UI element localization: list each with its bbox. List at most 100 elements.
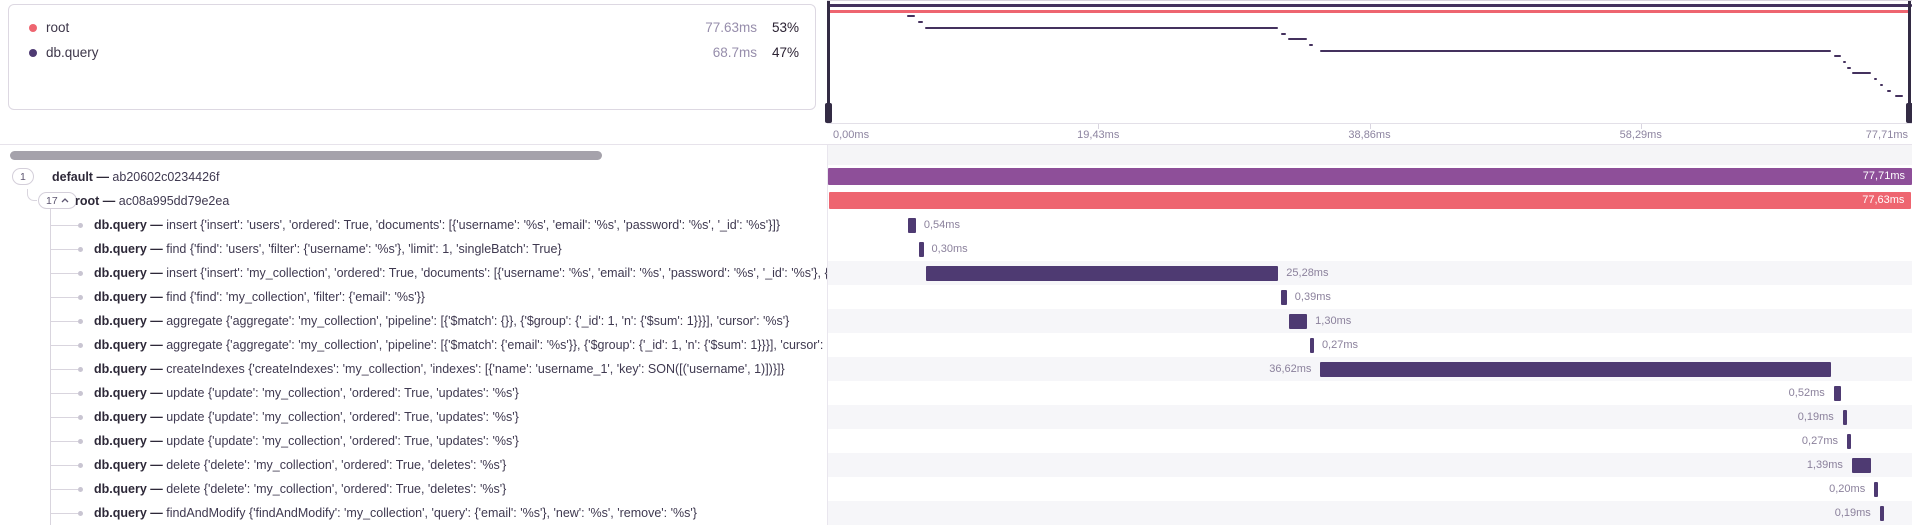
duration-label: 1,30ms: [1315, 315, 1352, 327]
table-row[interactable]: 1 default — ab20602c0234426f 77,71ms: [0, 165, 1912, 189]
table-row[interactable]: db.query — update {'update': 'my_collect…: [0, 429, 1912, 453]
scroll-strip-right: [827, 145, 1912, 165]
span-detail: findAndModify {'findAndModify': 'my_coll…: [166, 506, 697, 520]
span-duration-bar[interactable]: 77,71ms: [828, 168, 1912, 185]
span-detail: delete {'delete': 'my_collection', 'orde…: [166, 458, 507, 472]
span-detail: delete {'delete': 'my_collection', 'orde…: [166, 482, 507, 496]
table-row[interactable]: db.query — createIndexes {'createIndexes…: [0, 357, 1912, 381]
table-row[interactable]: 17 root — ac08a995dd79e2ea 77,63ms: [0, 189, 1912, 213]
span-duration-bar[interactable]: [908, 217, 916, 233]
span-description: db.query — delete {'delete': 'my_collect…: [94, 453, 506, 477]
tree-connector: [50, 489, 78, 490]
table-row[interactable]: db.query — find {'find': 'my_collection'…: [0, 285, 1912, 309]
span-duration-bar[interactable]: [919, 241, 924, 257]
tree-connector: [50, 273, 78, 274]
span-detail: update {'update': 'my_collection', 'orde…: [166, 434, 519, 448]
span-bar-cell: 77,63ms: [827, 189, 1912, 213]
span-description: db.query — findAndModify {'findAndModify…: [94, 501, 697, 525]
minimap-span-line: [1842, 61, 1846, 63]
collapse-toggle[interactable]: 17: [38, 192, 77, 209]
row-badge[interactable]: 1: [12, 168, 34, 185]
minimap-span-line: [1846, 66, 1851, 69]
tree-connector: [27, 189, 37, 201]
table-row[interactable]: db.query — update {'update': 'my_collect…: [0, 405, 1912, 429]
span-dot-icon: [78, 270, 83, 276]
table-row[interactable]: db.query — aggregate {'aggregate': 'my_c…: [0, 309, 1912, 333]
span-duration-bar[interactable]: [1281, 289, 1287, 305]
span-duration-bar[interactable]: [1309, 337, 1314, 353]
span-description: db.query — aggregate {'aggregate': 'my_c…: [94, 333, 827, 357]
minimap-span-line: [918, 21, 923, 24]
legend-item-db-query[interactable]: db.query 68.7ms 47%: [29, 40, 799, 65]
span-duration-bar[interactable]: [1874, 481, 1879, 497]
span-tree-cell: db.query — aggregate {'aggregate': 'my_c…: [0, 309, 827, 333]
span-description: default — ab20602c0234426f: [52, 165, 219, 189]
span-description: db.query — update {'update': 'my_collect…: [94, 381, 519, 405]
table-row[interactable]: db.query — findAndModify {'findAndModify…: [0, 501, 1912, 525]
minimap-span-line: [1879, 83, 1883, 86]
table-row[interactable]: db.query — delete {'delete': 'my_collect…: [0, 477, 1912, 501]
axis-tick: [1098, 124, 1100, 129]
span-detail: find {'find': 'users', 'filter': {'usern…: [166, 242, 562, 256]
minimap-span-line: [1319, 49, 1832, 52]
span-bar-cell: 0,54ms: [827, 213, 1912, 237]
span-duration-bar[interactable]: [1851, 457, 1872, 473]
span-duration-bar[interactable]: [1320, 361, 1832, 377]
span-dot-icon: [78, 294, 83, 300]
table-row[interactable]: db.query — delete {'delete': 'my_collect…: [0, 453, 1912, 477]
minimap-right-handle[interactable]: [1906, 1, 1912, 123]
span-dot-icon: [78, 510, 83, 516]
span-description: db.query — update {'update': 'my_collect…: [94, 429, 519, 453]
span-tree-cell: db.query — update {'update': 'my_collect…: [0, 429, 827, 453]
tree-connector: [50, 225, 78, 226]
span-name: db.query —: [94, 242, 167, 256]
span-name: db.query —: [94, 386, 167, 400]
span-duration-bar[interactable]: [1842, 409, 1847, 425]
span-description: db.query — insert {'insert': 'users', 'o…: [94, 213, 780, 237]
horizontal-scrollbar[interactable]: [10, 151, 602, 160]
span-bar-cell: 0,52ms: [827, 381, 1912, 405]
span-bar-cell: 0,27ms: [827, 333, 1912, 357]
minimap-chart[interactable]: [827, 1, 1912, 123]
table-row[interactable]: db.query — insert {'insert': 'my_collect…: [0, 261, 1912, 285]
span-detail: createIndexes {'createIndexes': 'my_coll…: [166, 362, 785, 376]
table-row[interactable]: db.query — update {'update': 'my_collect…: [0, 381, 1912, 405]
span-description: root — ac08a995dd79e2ea: [75, 189, 229, 213]
minimap-span-line: [827, 4, 1912, 7]
span-duration-bar[interactable]: [1846, 433, 1851, 449]
span-duration-bar[interactable]: [1289, 313, 1308, 329]
minimap-span-line: [827, 9, 1912, 13]
table-row[interactable]: db.query — aggregate {'aggregate': 'my_c…: [0, 333, 1912, 357]
tree-connector: [50, 441, 78, 442]
span-name: db.query —: [94, 362, 167, 376]
duration-label: 1,39ms: [1806, 459, 1843, 471]
tree-connector: [50, 393, 78, 394]
span-duration-bar[interactable]: [1833, 385, 1841, 401]
drag-handle-icon[interactable]: [1906, 103, 1912, 123]
minimap-span-line: [1895, 95, 1903, 98]
minimap-left-handle[interactable]: [825, 1, 832, 123]
span-name: root —: [75, 194, 119, 208]
span-dot-icon: [78, 222, 83, 228]
span-duration-bar[interactable]: [925, 265, 1279, 281]
span-tree-cell: db.query — insert {'insert': 'users', 'o…: [0, 213, 827, 237]
span-detail: find {'find': 'my_collection', 'filter':…: [166, 290, 425, 304]
span-name: db.query —: [94, 506, 167, 520]
span-dot-icon: [78, 486, 83, 492]
duration-label: 36,62ms: [1269, 363, 1312, 375]
minimap-span-line: [1874, 78, 1878, 81]
table-row[interactable]: db.query — find {'find': 'users', 'filte…: [0, 237, 1912, 261]
table-row[interactable]: db.query — insert {'insert': 'users', 'o…: [0, 213, 1912, 237]
span-duration-bar[interactable]: [1879, 505, 1884, 521]
span-bar-cell: 25,28ms: [827, 261, 1912, 285]
duration-label: 0,20ms: [1829, 483, 1866, 495]
trace-tree: 1 default — ab20602c0234426f 77,71ms 17 ro…: [0, 165, 1912, 525]
span-duration-bar[interactable]: 77,63ms: [828, 192, 1912, 209]
legend-item-root[interactable]: root 77.63ms 53%: [29, 15, 799, 40]
drag-handle-icon[interactable]: [825, 103, 832, 123]
span-description: db.query — update {'update': 'my_collect…: [94, 405, 519, 429]
span-tree-cell: 17 root — ac08a995dd79e2ea: [0, 189, 827, 213]
span-name: default —: [52, 170, 113, 184]
span-dot-icon: [78, 438, 83, 444]
span-detail: insert {'insert': 'users', 'ordered': Tr…: [166, 218, 781, 232]
